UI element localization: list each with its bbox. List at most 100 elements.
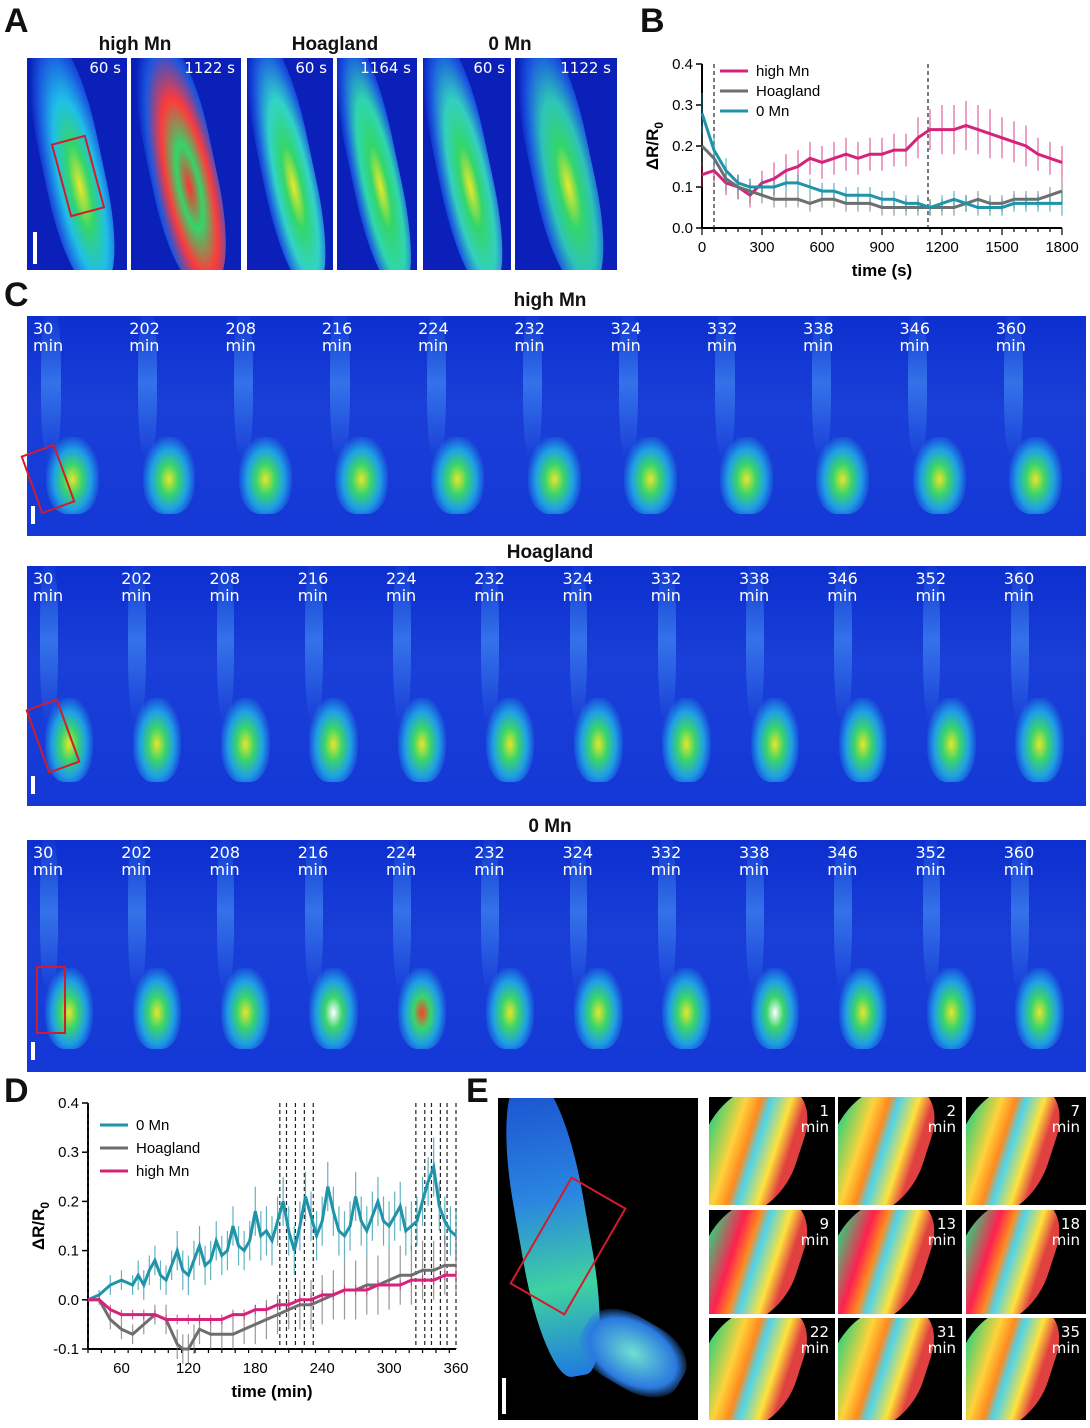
- root-shaft-image: [128, 840, 147, 993]
- panel-label-d: D: [4, 1072, 29, 1110]
- frame-time-value: 224: [386, 569, 417, 588]
- frame-time-value: 360: [1003, 843, 1035, 862]
- frame-time-value: 332: [650, 843, 682, 862]
- zoom-time-unit: min: [1051, 1231, 1080, 1249]
- x-tick-label: 300: [749, 239, 774, 256]
- timelapse-frame: 232 min: [468, 840, 557, 1072]
- y-tick-label: -0.1: [53, 1341, 79, 1358]
- frame-time-value: 332: [706, 319, 738, 338]
- zoom-time-value: 2: [946, 1102, 956, 1120]
- zoom-time-value: 9: [819, 1215, 829, 1233]
- root-shaft-image: [569, 566, 588, 724]
- root-shaft-image: [233, 316, 254, 460]
- frame-time-value: 352: [915, 843, 947, 862]
- frame-time-unit: min: [995, 336, 1026, 355]
- timelapse-frame: 332 min: [700, 316, 798, 536]
- frame-time-unit: min: [899, 336, 930, 355]
- frame-time: 30 min: [33, 570, 63, 604]
- timestamp-label: 60 s: [473, 59, 505, 77]
- root-shaft-image: [304, 566, 323, 724]
- frame-time-unit: min: [650, 860, 681, 879]
- frame-time-value: 216: [297, 569, 329, 588]
- root-shaft-image: [304, 840, 323, 993]
- timelapse-frame: 202 min: [123, 316, 220, 536]
- zoom-time: 22 min: [801, 1324, 829, 1356]
- timelapse-frame: 352 min: [909, 566, 998, 806]
- x-tick-label: 1800: [1045, 239, 1078, 256]
- y-tick-label: 0.4: [672, 56, 693, 73]
- zoom-time-unit: min: [800, 1118, 829, 1136]
- frame-time-unit: min: [474, 586, 505, 605]
- frame-time-value: 346: [827, 569, 858, 588]
- x-tick-label: 600: [809, 239, 834, 256]
- frame-time: 232 min: [514, 320, 545, 354]
- frame-time-value: 232: [514, 319, 545, 338]
- root-shaft-image: [746, 566, 764, 724]
- timelapse-frame: 346 min: [821, 840, 910, 1072]
- frame-time: 332 min: [707, 320, 738, 354]
- frame-time-unit: min: [418, 336, 449, 355]
- series-line: [87, 1161, 457, 1302]
- zoom-time-value: 31: [936, 1323, 956, 1341]
- row-title: high Mn: [513, 290, 587, 311]
- root-shaft-image: [1010, 840, 1029, 993]
- frame-time: 202 min: [121, 570, 152, 604]
- frame-time-unit: min: [474, 860, 505, 879]
- frame-time: 324 min: [563, 570, 594, 604]
- zoom-time-unit: min: [927, 1118, 956, 1136]
- micrograph-tile-3: 60 s: [247, 58, 333, 270]
- frame-time-unit: min: [562, 586, 593, 605]
- root-shaft-image: [834, 566, 853, 724]
- zoom-time-unit: min: [1051, 1339, 1080, 1357]
- frame-time-value: 208: [209, 843, 241, 862]
- root-shaft-image: [481, 566, 500, 724]
- zoom-time-value: 35: [1060, 1323, 1080, 1341]
- x-axis-label: time (s): [852, 261, 912, 280]
- x-tick-label: 1200: [925, 239, 958, 256]
- scale-bar: [502, 1378, 506, 1414]
- y-axis-label-subscript: 0: [652, 122, 666, 129]
- frame-time-unit: min: [803, 336, 834, 355]
- frame-time-unit: min: [706, 336, 738, 355]
- zoom-time-unit: min: [800, 1231, 829, 1249]
- x-axis-label: time (min): [231, 1382, 312, 1401]
- legend-label: high Mn: [136, 1163, 189, 1180]
- root-shaft-image: [216, 566, 235, 724]
- timestamp-label: 1122 s: [184, 59, 235, 77]
- timelapse-frame: 224 min: [380, 840, 469, 1072]
- x-tick-label: 60: [113, 1360, 130, 1377]
- root-shaft-image: [426, 316, 446, 460]
- timelapse-frame: 324 min: [604, 316, 701, 536]
- x-tick-label: 900: [869, 239, 894, 256]
- chart-b: 0.0 0.1 0.2 0.3 0.4 0 300 600 900 1200 1500 1800 tim…: [643, 56, 1079, 280]
- series-line: [88, 1273, 456, 1321]
- zoom-tile: 2 min: [838, 1097, 962, 1205]
- micrograph-tile-4: 1164 s: [337, 58, 417, 270]
- frame-time-value: 208: [225, 319, 257, 338]
- frame-time-unit: min: [33, 586, 64, 605]
- timelapse-frame: 338 min: [733, 840, 822, 1072]
- frame-time-unit: min: [386, 860, 417, 879]
- root-image: [423, 58, 511, 270]
- timelapse-frame: 208 min: [203, 566, 292, 806]
- frame-time-value: 30: [33, 843, 54, 862]
- timelapse-frame: 360 min: [989, 316, 1086, 536]
- zoom-time: 9 min: [801, 1216, 829, 1248]
- root-shaft-image: [922, 840, 941, 993]
- frame-time-value: 216: [297, 843, 329, 862]
- y-tick-label: 0.1: [58, 1243, 79, 1260]
- chart-d: -0.1 0.0 0.1 0.2 0.3 0.4 60 120 180 240 300 360 time…: [29, 1095, 469, 1401]
- frame-time-unit: min: [386, 586, 417, 605]
- overview-image: [498, 1098, 698, 1420]
- root-shaft-image: [907, 316, 928, 460]
- x-tick-label: 360: [443, 1360, 468, 1377]
- root-shaft-image: [216, 840, 235, 993]
- timelapse-frame: 208 min: [203, 840, 292, 1072]
- panel-label-e: E: [466, 1072, 489, 1110]
- frame-time-unit: min: [33, 860, 64, 879]
- timelapse-frame: 216 min: [315, 316, 413, 536]
- frame-time-unit: min: [1003, 586, 1034, 605]
- frame-time: 346 min: [827, 844, 858, 878]
- root-shaft-image: [137, 316, 157, 460]
- frame-time-unit: min: [209, 586, 240, 605]
